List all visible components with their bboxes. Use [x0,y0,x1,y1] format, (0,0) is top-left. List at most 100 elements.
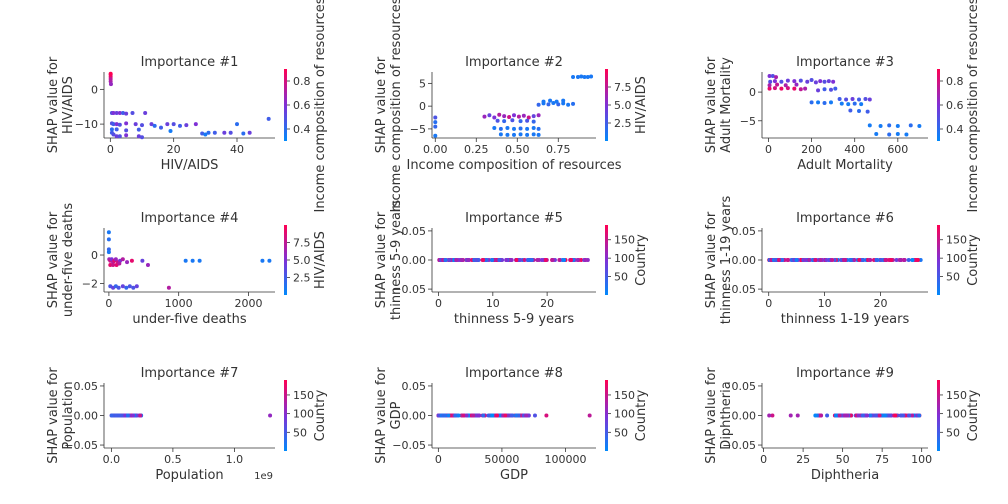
data-point [831,79,836,84]
chart-title: Importance #8 [465,366,563,381]
data-point [531,132,536,137]
data-point [895,131,900,136]
data-point [454,258,459,262]
y-axis-label-line: SHAP value for [704,56,719,153]
colorbar-tick-label: 150 [614,234,635,247]
y-axis-label: SHAP value forHIV/AIDS [46,56,76,153]
x-axis-label: Income composition of resources [406,158,621,173]
colorbar-tick-label: 50 [614,271,628,284]
data-point [521,113,526,118]
data-point [140,135,144,140]
data-point [546,102,551,107]
colorbar [284,69,287,141]
y-axis-label-line: SHAP value for [704,211,719,308]
colorbar-label: Country [634,389,649,441]
data-point [874,413,879,418]
data-point [124,128,129,133]
data-point [522,258,527,262]
colorbar-tick-label: 50 [946,271,960,284]
data-point [461,413,466,418]
y-axis-label: SHAP value forthinness 5-9 years [374,200,404,320]
chart-title: Importance #5 [465,211,563,226]
colorbar-tick-label: 150 [293,389,314,402]
data-point [857,258,862,262]
data-point [197,258,202,263]
data-point [874,258,879,262]
data-point [106,250,111,255]
colorbar-tick-label: 0.6 [293,99,311,112]
x-tick-label: 2000 [234,297,262,310]
y-tick-label: 0 [91,83,98,96]
colorbar-tick-label: 7.5 [614,81,632,94]
data-point [579,74,584,79]
data-point [845,413,850,418]
x-tick-label: 1.0 [226,453,244,466]
y-axis-label-line: Population [61,381,76,449]
data-point [203,132,208,137]
data-point [852,101,857,106]
data-point [813,80,818,85]
data-point [822,100,827,105]
y-axis-label-line: SHAP value for [374,367,389,464]
data-point [861,258,866,262]
x-tick-label: 200 [801,143,822,156]
data-point [509,413,514,418]
colorbar-tick-label: 50 [614,426,628,439]
data-point [867,97,872,102]
data-point [464,413,469,418]
data-point [111,110,116,115]
data-point [917,123,922,128]
data-point [117,261,122,266]
y-axis-label-line: thinness 1-19 years [719,196,734,325]
x-tick-label: 20 [873,297,887,310]
y-axis-label-line: SHAP value for [704,367,719,464]
data-point [516,114,521,119]
data-point [145,262,150,267]
data-point [794,82,799,87]
data-point [844,97,849,102]
y-tick-label: 0.00 [732,254,757,267]
data-point [895,123,900,128]
data-point [798,78,803,83]
data-point [124,121,129,126]
data-point [497,112,502,117]
data-point [152,123,157,128]
data-point [856,413,861,418]
colorbar-tick-label: 150 [946,234,967,247]
data-point [159,125,163,130]
data-point [910,413,915,418]
data-point [490,413,495,418]
x-tick-label: 0 [765,143,772,156]
data-point [481,413,486,418]
colorbar-tick-label: 100 [946,408,967,421]
data-point [822,87,827,92]
colorbar-tick-label: 5.0 [293,254,311,267]
chart-panel-4: Importance #4 0 1000 2000 0 −2 under-five deat… [46,203,328,327]
y-axis-label: SHAP value forunder-five deaths [46,203,76,317]
data-point [788,413,793,418]
data-point [222,130,227,135]
data-point [551,100,556,105]
data-point [785,258,790,262]
data-point [825,413,830,418]
data-point [568,258,573,262]
data-point [109,413,114,418]
x-tick-label: 400 [844,143,865,156]
data-point [504,258,509,262]
y-tick-label: 5 [419,77,426,90]
x-tick-label: 20 [167,143,181,156]
data-point [833,413,838,418]
data-point [544,413,549,418]
colorbar [605,380,608,451]
data-point [813,258,818,262]
data-point [883,258,888,262]
chart-panel-6: Importance #60 10 200.050.00−0.05thinness … [704,196,981,327]
data-point [108,82,113,87]
data-point [887,123,892,128]
data-point [803,86,808,91]
colorbar-tick-label: 0.4 [946,123,964,136]
data-point [507,115,512,120]
x-tick-label: 75 [875,453,889,466]
colorbar-tick-label: 100 [946,252,967,265]
